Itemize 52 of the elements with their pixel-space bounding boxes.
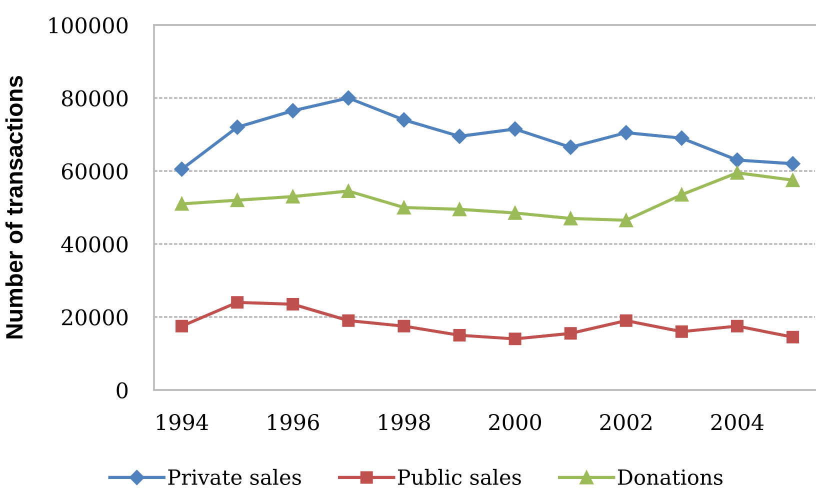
point (508, 206, 522, 220)
point (398, 320, 410, 332)
y-tick-label: 40000 (61, 236, 128, 252)
y-tick-label: 0 (116, 382, 128, 398)
point (397, 200, 411, 214)
point (286, 190, 300, 204)
point (564, 212, 578, 226)
point (342, 314, 355, 327)
point (619, 213, 634, 228)
point (452, 202, 466, 216)
point (618, 125, 634, 140)
y-axis-title: Number of transactions (5, 76, 23, 338)
point (174, 162, 190, 177)
point (730, 166, 744, 180)
legend-label: Public sales (398, 468, 521, 486)
x-tick-label: 2002 (600, 414, 652, 430)
point (230, 193, 244, 208)
x-tick-label: 2004 (711, 414, 764, 430)
point (674, 188, 689, 202)
point (786, 173, 800, 188)
point (785, 156, 800, 172)
legend-label: Private sales (168, 468, 301, 486)
point (508, 332, 522, 346)
point (396, 112, 412, 128)
point (453, 329, 466, 342)
point (230, 120, 245, 135)
x-tick-label: 1996 (268, 414, 319, 430)
point (231, 296, 244, 309)
y-tick-label: 100000 (49, 17, 128, 34)
point (563, 140, 578, 155)
x-tick-label: 1994 (157, 414, 208, 430)
legend-label: Donations (618, 469, 722, 486)
point (730, 152, 745, 168)
point (675, 325, 688, 338)
point (674, 130, 690, 146)
x-tick-label: 2000 (489, 414, 542, 430)
point (176, 320, 188, 332)
point (286, 298, 300, 310)
x-tick-label: 1998 (379, 414, 430, 430)
y-tick-label: 20000 (62, 309, 128, 326)
point (341, 184, 356, 198)
point (285, 103, 300, 118)
point (452, 128, 468, 144)
point (340, 90, 356, 106)
y-tick-label: 60000 (62, 163, 128, 180)
point (507, 121, 523, 137)
point (620, 314, 632, 327)
y-tick-label: 80000 (62, 90, 128, 106)
point (730, 320, 744, 332)
point (786, 330, 800, 344)
point (174, 196, 189, 211)
point (564, 327, 577, 340)
